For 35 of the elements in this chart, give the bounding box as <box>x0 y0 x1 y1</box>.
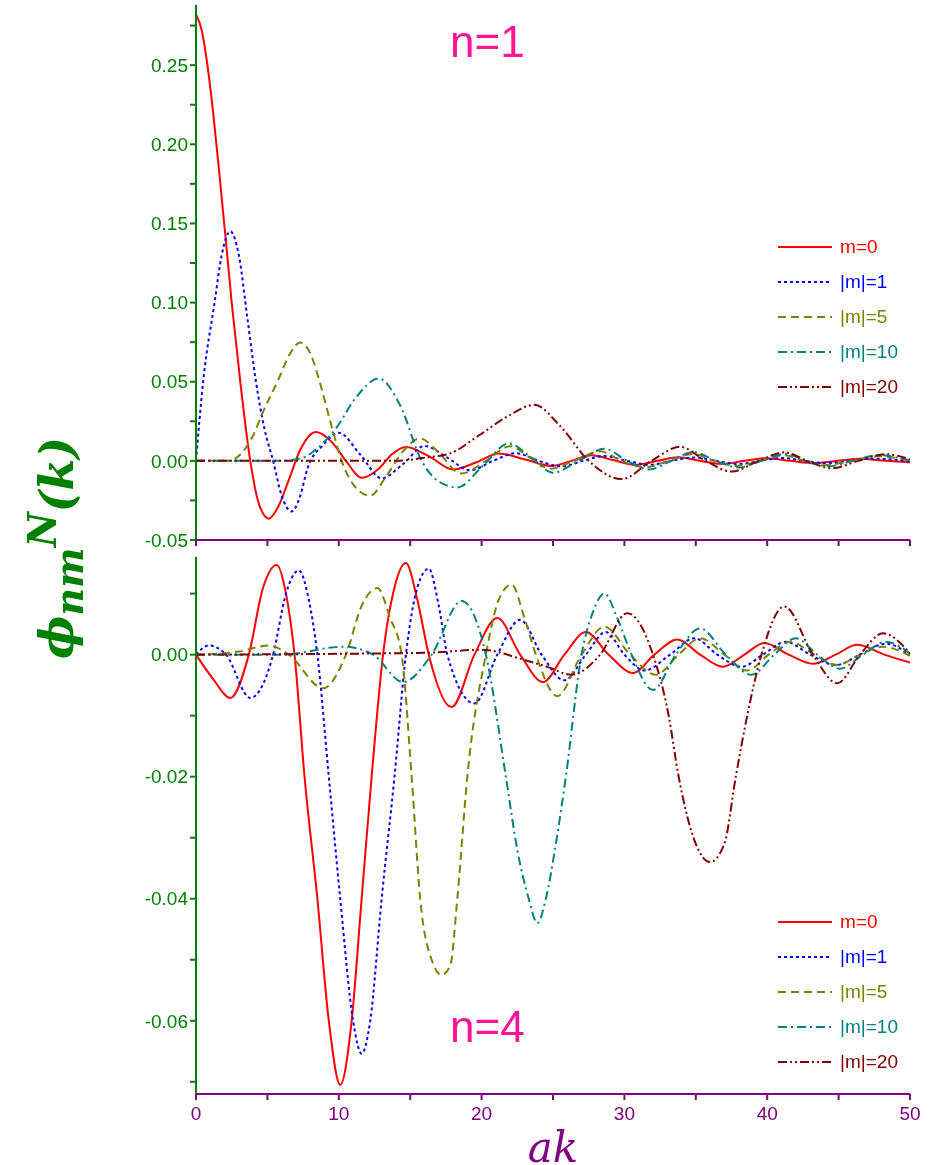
y-tick-label: -0.05 <box>144 529 188 551</box>
line-series <box>196 230 910 513</box>
line-series <box>196 403 910 481</box>
legend-label: |m|=20 <box>840 376 898 399</box>
legend-label: |m|=10 <box>840 1015 898 1038</box>
y-tick-label: -0.02 <box>144 766 188 788</box>
y-tick-label: 0.00 <box>151 450 188 472</box>
x-tick-label: 0 <box>190 1103 202 1124</box>
y-tick-label: -0.06 <box>144 1010 188 1032</box>
y-tick-label: 0.25 <box>151 54 188 76</box>
x-tick-label: 40 <box>756 1103 778 1124</box>
x-tick-label: 50 <box>899 1103 921 1124</box>
legend-label: |m|=20 <box>840 1050 898 1073</box>
line-series <box>196 13 910 520</box>
y-tick-label: 0.05 <box>151 371 188 393</box>
legend-label: m=0 <box>840 910 878 933</box>
annotation: n=1 <box>450 17 525 67</box>
y-tick-label: 0.10 <box>151 292 188 314</box>
y-tick-label: 0.20 <box>151 134 188 156</box>
legend-label: |m|=1 <box>840 945 888 968</box>
y-tick-label: -0.04 <box>144 888 189 910</box>
x-tick-label: 20 <box>471 1103 493 1124</box>
annotation: n=4 <box>450 1002 525 1052</box>
x-axis-title: ak <box>527 1123 579 1165</box>
legend-label: m=0 <box>840 236 878 259</box>
y-tick-label: 0.15 <box>151 213 188 235</box>
x-tick-label: 30 <box>613 1103 635 1124</box>
y-tick-label: 0.00 <box>151 644 188 666</box>
x-tick-label: 10 <box>328 1103 350 1124</box>
legend-label: |m|=5 <box>840 306 888 329</box>
line-series <box>196 583 910 977</box>
legend-label: |m|=1 <box>840 271 888 294</box>
legend-label: |m|=5 <box>840 980 888 1003</box>
legend-label: |m|=10 <box>840 341 898 364</box>
line-series <box>196 605 910 864</box>
